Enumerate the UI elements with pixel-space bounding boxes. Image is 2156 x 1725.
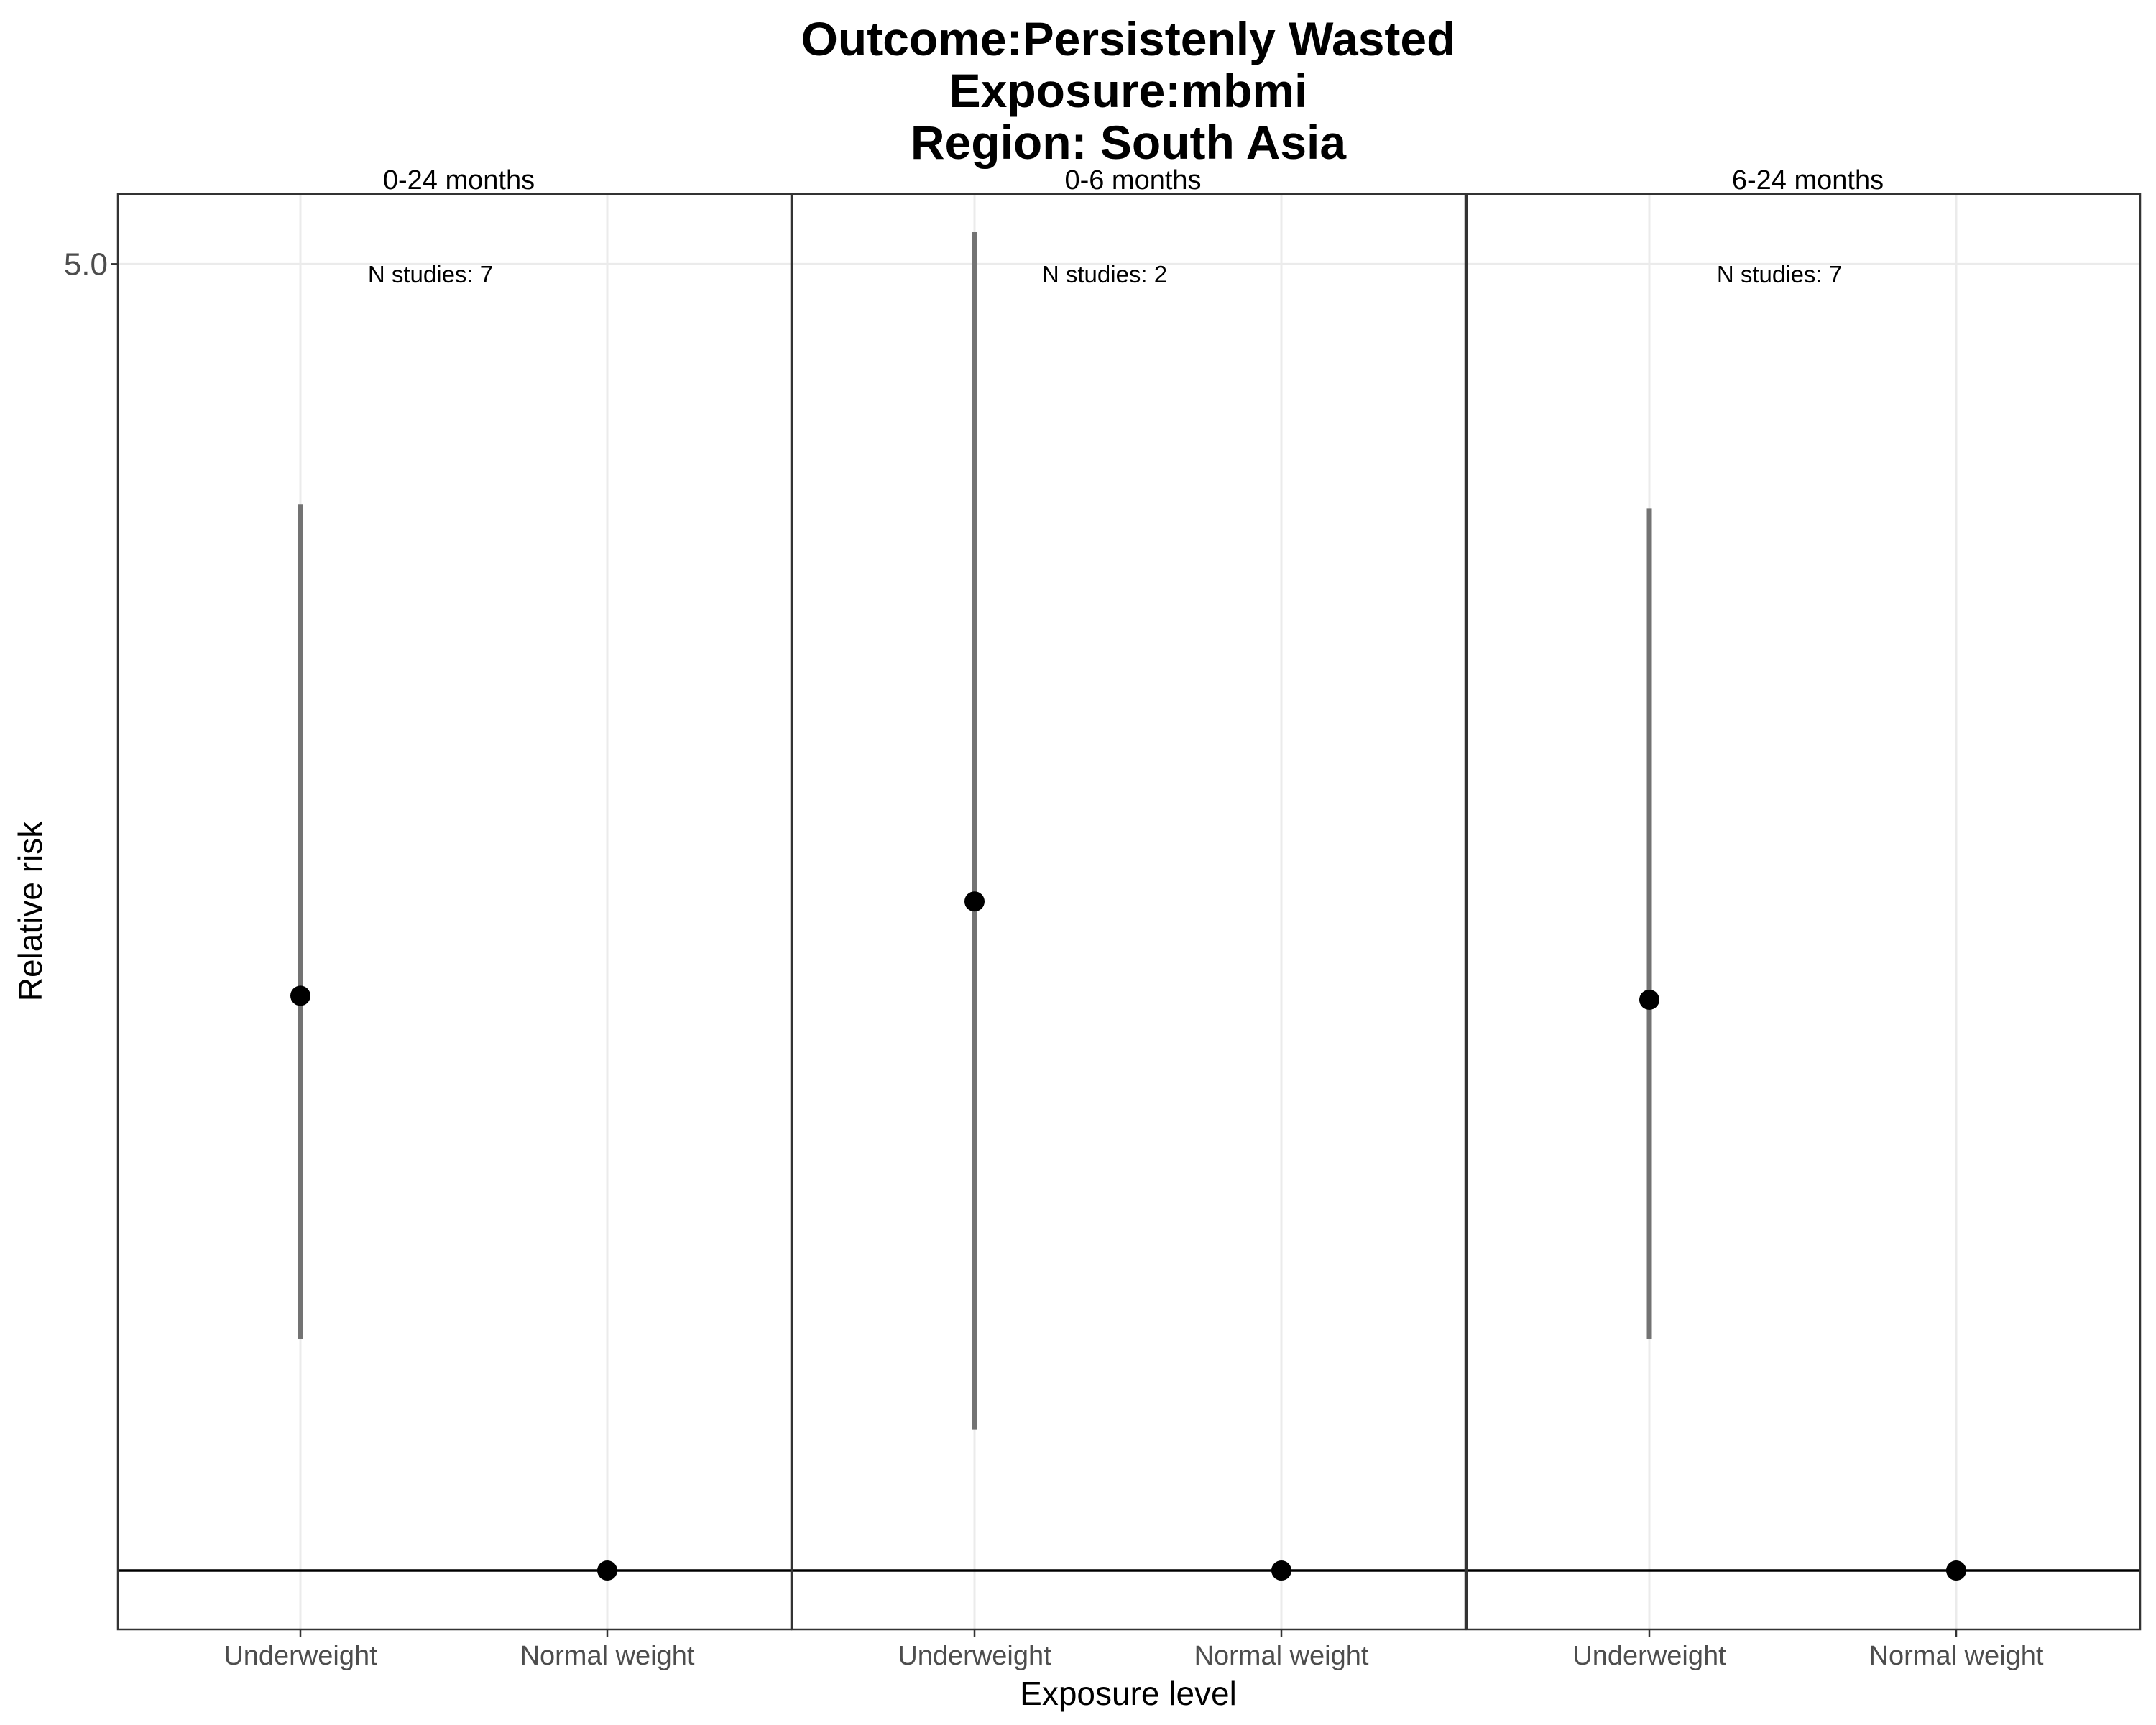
- facet-strip-label: 0-6 months: [1064, 165, 1201, 196]
- x-tick-label: Normal weight: [1869, 1641, 2044, 1671]
- data-point: [1946, 1560, 1966, 1581]
- facet-panel-2: N studies: 2 0-6 months Underweight Normal …: [791, 165, 1467, 1671]
- chart-title-line-2: Exposure:mbmi: [949, 64, 1308, 117]
- x-axis-title: Exposure level: [1020, 1675, 1237, 1712]
- panel-border: [791, 193, 1467, 1631]
- panel-background: [792, 194, 1465, 1629]
- y-axis-title: Relative risk: [11, 821, 49, 1002]
- panel-background: [1467, 194, 2140, 1629]
- chart-title: Outcome:Persistenly Wasted Exposure:mbmi…: [801, 12, 1456, 169]
- data-point: [597, 1560, 617, 1581]
- panel-background: [118, 194, 791, 1629]
- x-tick-label: Underweight: [898, 1641, 1051, 1671]
- x-tick-label: Underweight: [1572, 1641, 1726, 1671]
- facet-panel-1: N studies: 7 0-24 months Underweight Normal…: [116, 165, 793, 1671]
- n-studies-label: N studies: 7: [368, 261, 493, 288]
- x-tick-label: Underweight: [224, 1641, 377, 1671]
- data-point: [1271, 1560, 1291, 1581]
- panel-border: [1465, 193, 2142, 1631]
- facet-panel-3: N studies: 7 6-24 months Underweight Normal…: [1465, 165, 2142, 1671]
- n-studies-label: N studies: 2: [1042, 261, 1167, 288]
- x-tick-label: Normal weight: [1194, 1641, 1369, 1671]
- n-studies-label: N studies: 7: [1717, 261, 1842, 288]
- x-tick-label: Normal weight: [520, 1641, 695, 1671]
- facet-panels: N studies: 7 0-24 months Underweight Normal…: [116, 165, 2142, 1671]
- y-tick-label: 5.0: [64, 247, 108, 282]
- facet-strip-label: 6-24 months: [1732, 165, 1884, 196]
- facet-strip-label: 0-24 months: [383, 165, 535, 196]
- chart-title-line-3: Region: South Asia: [911, 116, 1348, 169]
- chart-title-line-1: Outcome:Persistenly Wasted: [801, 12, 1456, 65]
- data-point: [964, 891, 985, 912]
- data-point: [1639, 989, 1659, 1010]
- data-point: [290, 985, 310, 1006]
- y-axis: 5.0: [64, 247, 118, 282]
